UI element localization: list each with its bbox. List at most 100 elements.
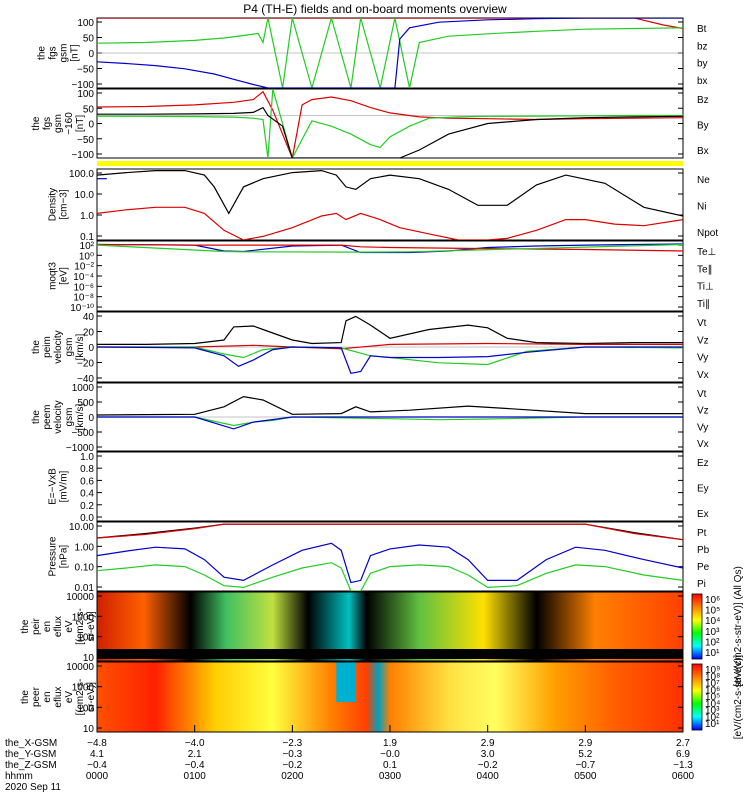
y-tick-label: 0 [88, 120, 94, 131]
x-tick-label: 0000 [86, 771, 109, 782]
colorbar [691, 593, 703, 660]
y-axis-label: [nT] [70, 44, 81, 61]
panel-frame [96, 451, 684, 522]
series-line-ti∥ [97, 243, 683, 253]
y-axis-label: velocity [53, 400, 64, 433]
y-tick-label: 10 [83, 724, 95, 735]
y-axis-label: the [37, 46, 48, 60]
x-tick-label: −1.3 [673, 760, 693, 771]
x-tick-label: 0.1 [383, 760, 397, 771]
legend-entry: Vz [697, 406, 709, 417]
y-tick-label: 0.6 [80, 476, 94, 487]
series-line-vy [97, 346, 683, 366]
y-tick-label: 0 [88, 343, 94, 354]
y-tick-label: 0 [88, 413, 94, 424]
series-line-vt [97, 395, 683, 416]
y-axis-label: [(cm2-s- [75, 679, 86, 716]
x-tick-label: −0.7 [575, 760, 595, 771]
legend-entry: Pt [697, 528, 707, 539]
colorbar-tick-label: 10¹ [705, 719, 720, 730]
y-axis-label: peem [42, 404, 53, 429]
y-axis-label: [eV] [59, 267, 70, 285]
panel-8: 10.00 1.00 0.10 0.01 Pressure [nPa] Pt Pb Pe Pi [48, 521, 710, 594]
y-axis-label: [nPa] [59, 545, 70, 569]
y-axis-label: peim [42, 336, 53, 358]
x-tick-label: −0.4 [185, 760, 205, 771]
y-axis-label: peir [31, 617, 42, 634]
y-axis-label: the [31, 410, 42, 424]
series-line-pi [97, 542, 683, 584]
y-axis-label: eflux [53, 616, 64, 637]
colorbar-tick-label: 10¹ [705, 648, 720, 659]
x-tick-label: −0.2 [282, 760, 302, 771]
panel-6: 1000 500 0 −500 −1000 the peem velocity gsm [km/s… [31, 382, 709, 454]
y-tick-label: 1.00 [75, 542, 95, 553]
y-axis-label: eflux [53, 686, 64, 707]
y-axis-label: −160 [64, 112, 75, 135]
x-tick-label: 0500 [574, 771, 597, 782]
series-line-pe [97, 562, 683, 591]
y-axis-label: Pressure [48, 536, 59, 576]
y-tick-label: −50 [77, 65, 94, 76]
y-tick-label: 0.1 [80, 232, 94, 243]
y-tick-label: 100 [77, 89, 94, 100]
y-axis-label: [mV/m] [59, 470, 70, 502]
legend-entry: Vz [697, 335, 709, 346]
y-axis-label: sr-eV)] [86, 682, 97, 712]
x-tick-label: 0300 [379, 771, 402, 782]
x-tick-label: 5.2 [578, 749, 592, 760]
x-tick-label: 4.1 [90, 749, 104, 760]
series-line-vy [97, 416, 683, 427]
plot-title: P4 (TH-E) fields and on-board moments ov… [243, 2, 507, 16]
panel-7: 1.00.80.6 0.40.20.0 E=−VxB [mV/m] Ez Ey Ex [48, 451, 709, 524]
y-axis-label: the [31, 116, 42, 130]
x-tick-label: −0.4 [87, 760, 107, 771]
x-tick-label: 0400 [477, 771, 500, 782]
x-axis-row-label: the_Z-GSM [5, 760, 57, 771]
x-tick-label: −0.0 [380, 749, 400, 760]
y-tick-label: 50 [83, 104, 95, 115]
y-axis-label: peer [31, 686, 42, 707]
panel-0: 100 50 0 −50 −100 the fgs gsm [nT] Bt bz by bx [37, 17, 708, 91]
legend-entry: Te⊥ [697, 247, 716, 258]
colorbar-tick-label: 10⁶ [705, 685, 720, 696]
series-line-te⊥ [97, 243, 683, 252]
y-tick-label: 10⁻⁸ [73, 293, 94, 304]
x-axis-row-label: hhmm [5, 771, 33, 782]
x-tick-label: 2.9 [481, 738, 495, 749]
x-tick-label: 2.1 [188, 749, 202, 760]
legend-entry: Ni [697, 202, 706, 213]
legend-entry: Vt [697, 318, 707, 329]
series-line-bz [97, 18, 683, 30]
colorbar-tick-label: 10⁵ [705, 606, 720, 617]
spectrogram-cold-band [336, 662, 356, 702]
x-tick-label: 0100 [184, 771, 207, 782]
legend-entry: Ex [697, 509, 709, 520]
y-tick-label: 10.00 [69, 522, 94, 533]
legend-entry: Vx [697, 370, 709, 381]
panel-1: 100 50 0 −50 −100 the fgs gsm −160 [nT] Bz By Bx [31, 88, 709, 161]
y-tick-label: 500 [77, 398, 94, 409]
colorbar [691, 663, 703, 731]
y-tick-label: 1.0 [80, 452, 94, 463]
series-line-by [97, 89, 683, 158]
x-tick-label: −0.2 [478, 760, 498, 771]
colorbar-tick-label: 10² [705, 637, 720, 648]
panel-frame [96, 591, 684, 662]
colorbar-tick-label: 10⁸ [705, 672, 720, 683]
y-tick-label: 10² [80, 241, 95, 252]
x-axis-row-label: the_Y-GSM [5, 749, 56, 760]
legend-entry: Ti∥ [697, 299, 710, 310]
y-axis-label: [km/s] [75, 403, 86, 430]
y-axis-label: en [42, 621, 53, 632]
y-tick-label: −1000 [66, 443, 95, 454]
y-tick-label: 10.0 [75, 190, 95, 201]
y-axis-label: Density [48, 188, 59, 221]
series-line-bz [97, 90, 683, 158]
y-axis-label: sr-eV)] [86, 611, 97, 641]
y-axis-label: fgs [48, 46, 59, 59]
